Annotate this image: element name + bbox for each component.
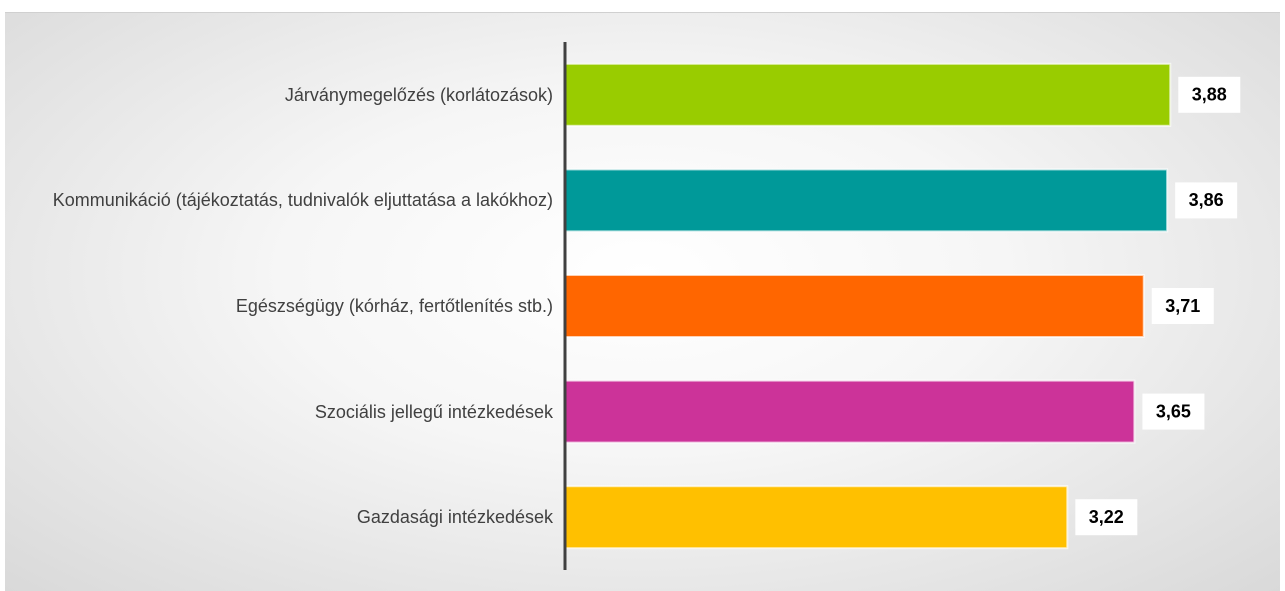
bar <box>564 485 1069 550</box>
category-label: Kommunikáció (tájékoztatás, tudnivalók e… <box>52 190 553 211</box>
value-label: 3,22 <box>1089 507 1124 527</box>
bar <box>564 168 1169 233</box>
value-label: 3,65 <box>1156 401 1191 421</box>
category-label: Egészségügy (kórház, fertőtlenítés stb.) <box>235 296 553 316</box>
value-label-box <box>1075 499 1138 536</box>
bar <box>564 379 1136 444</box>
category-label: Szociális jellegű intézkedések <box>314 401 553 422</box>
value-label: 3,86 <box>1189 190 1224 210</box>
value-label: 3,71 <box>1165 296 1200 316</box>
value-label-box <box>1178 76 1241 113</box>
value-label-box <box>1142 393 1205 430</box>
category-label: Járványmegelőzés (korlátozások) <box>284 84 553 105</box>
bar <box>564 274 1145 338</box>
category-label: Gazdasági intézkedések <box>356 507 553 528</box>
value-label-box <box>1151 288 1214 324</box>
value-label-box <box>1175 182 1238 219</box>
value-label: 3,88 <box>1192 85 1227 105</box>
bar <box>564 62 1172 127</box>
